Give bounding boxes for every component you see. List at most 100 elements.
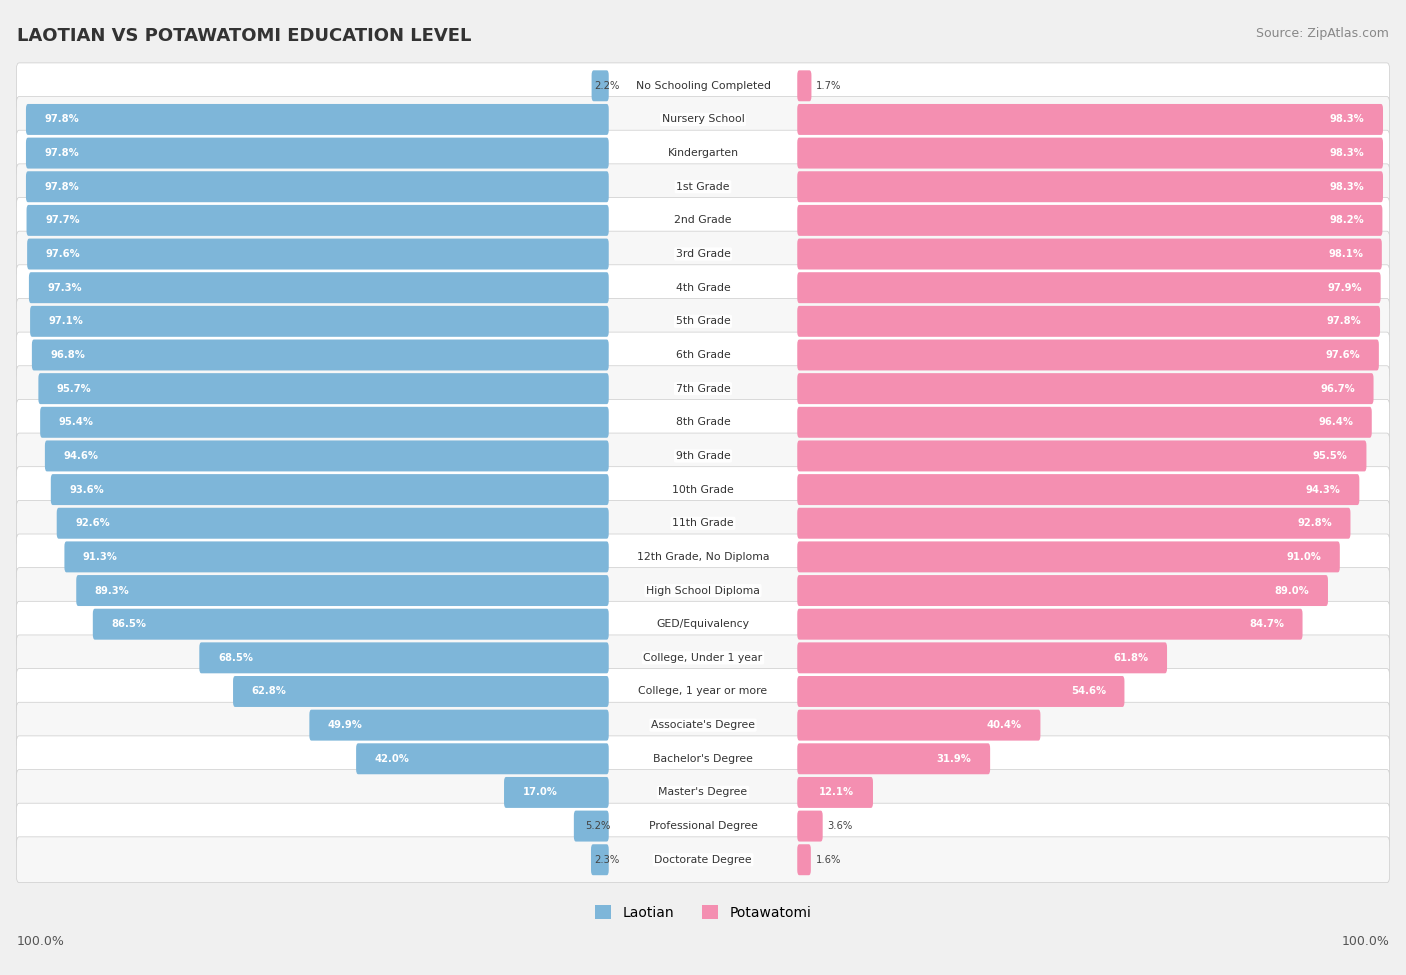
Text: Professional Degree: Professional Degree [648, 821, 758, 831]
FancyBboxPatch shape [797, 541, 1340, 572]
FancyBboxPatch shape [17, 534, 1389, 580]
FancyBboxPatch shape [32, 339, 609, 370]
FancyBboxPatch shape [797, 272, 1381, 303]
FancyBboxPatch shape [65, 541, 609, 572]
Text: 97.6%: 97.6% [1326, 350, 1360, 360]
FancyBboxPatch shape [797, 810, 823, 841]
FancyBboxPatch shape [93, 608, 609, 640]
FancyBboxPatch shape [797, 239, 1382, 269]
FancyBboxPatch shape [233, 676, 609, 707]
Text: 98.3%: 98.3% [1330, 181, 1364, 192]
FancyBboxPatch shape [592, 70, 609, 101]
FancyBboxPatch shape [17, 332, 1389, 378]
Text: Nursery School: Nursery School [662, 114, 744, 125]
FancyBboxPatch shape [25, 104, 609, 135]
Text: 84.7%: 84.7% [1249, 619, 1284, 629]
Text: 17.0%: 17.0% [523, 788, 558, 798]
FancyBboxPatch shape [17, 602, 1389, 647]
FancyBboxPatch shape [797, 643, 1167, 674]
Text: 3rd Grade: 3rd Grade [675, 249, 731, 259]
Text: 31.9%: 31.9% [936, 754, 972, 763]
Text: 2.2%: 2.2% [595, 81, 620, 91]
FancyBboxPatch shape [17, 231, 1389, 277]
FancyBboxPatch shape [17, 265, 1389, 311]
Text: 92.6%: 92.6% [76, 519, 110, 528]
FancyBboxPatch shape [17, 131, 1389, 176]
FancyBboxPatch shape [30, 272, 609, 303]
Text: 89.0%: 89.0% [1275, 586, 1309, 596]
Text: 1.6%: 1.6% [815, 855, 841, 865]
Text: 54.6%: 54.6% [1071, 686, 1107, 696]
Text: 89.3%: 89.3% [94, 586, 129, 596]
Text: High School Diploma: High School Diploma [647, 586, 759, 596]
Text: Associate's Degree: Associate's Degree [651, 721, 755, 730]
FancyBboxPatch shape [17, 400, 1389, 446]
Text: 5.2%: 5.2% [585, 821, 610, 831]
FancyBboxPatch shape [17, 702, 1389, 748]
Text: 4th Grade: 4th Grade [676, 283, 730, 292]
FancyBboxPatch shape [797, 104, 1384, 135]
FancyBboxPatch shape [17, 298, 1389, 344]
Text: 68.5%: 68.5% [218, 653, 253, 663]
Text: 6th Grade: 6th Grade [676, 350, 730, 360]
Text: LAOTIAN VS POTAWATOMI EDUCATION LEVEL: LAOTIAN VS POTAWATOMI EDUCATION LEVEL [17, 27, 471, 45]
Text: 92.8%: 92.8% [1298, 519, 1331, 528]
FancyBboxPatch shape [27, 239, 609, 269]
Text: Source: ZipAtlas.com: Source: ZipAtlas.com [1256, 27, 1389, 40]
Text: No Schooling Completed: No Schooling Completed [636, 81, 770, 91]
FancyBboxPatch shape [797, 70, 811, 101]
Text: 7th Grade: 7th Grade [676, 383, 730, 394]
Text: Bachelor's Degree: Bachelor's Degree [652, 754, 754, 763]
FancyBboxPatch shape [797, 441, 1367, 472]
Legend: Laotian, Potawatomi: Laotian, Potawatomi [589, 899, 817, 925]
FancyBboxPatch shape [17, 635, 1389, 681]
FancyBboxPatch shape [41, 407, 609, 438]
Text: Doctorate Degree: Doctorate Degree [654, 855, 752, 865]
FancyBboxPatch shape [17, 769, 1389, 815]
FancyBboxPatch shape [76, 575, 609, 606]
Text: 2.3%: 2.3% [595, 855, 620, 865]
Text: 97.1%: 97.1% [49, 316, 83, 327]
Text: 95.7%: 95.7% [58, 383, 91, 394]
FancyBboxPatch shape [356, 743, 609, 774]
Text: 12.1%: 12.1% [820, 788, 855, 798]
FancyBboxPatch shape [17, 433, 1389, 479]
FancyBboxPatch shape [797, 710, 1040, 741]
FancyBboxPatch shape [17, 837, 1389, 882]
Text: 93.6%: 93.6% [69, 485, 104, 494]
Text: College, 1 year or more: College, 1 year or more [638, 686, 768, 696]
Text: 2nd Grade: 2nd Grade [675, 215, 731, 225]
Text: College, Under 1 year: College, Under 1 year [644, 653, 762, 663]
FancyBboxPatch shape [797, 172, 1384, 202]
FancyBboxPatch shape [797, 205, 1382, 236]
FancyBboxPatch shape [797, 137, 1384, 169]
FancyBboxPatch shape [797, 844, 811, 876]
FancyBboxPatch shape [591, 844, 609, 876]
Text: Master's Degree: Master's Degree [658, 788, 748, 798]
FancyBboxPatch shape [17, 669, 1389, 715]
Text: 42.0%: 42.0% [374, 754, 409, 763]
FancyBboxPatch shape [17, 467, 1389, 513]
FancyBboxPatch shape [27, 205, 609, 236]
Text: 8th Grade: 8th Grade [676, 417, 730, 427]
Text: Kindergarten: Kindergarten [668, 148, 738, 158]
Text: 86.5%: 86.5% [111, 619, 146, 629]
Text: 95.4%: 95.4% [59, 417, 94, 427]
FancyBboxPatch shape [25, 172, 609, 202]
Text: 98.1%: 98.1% [1329, 249, 1364, 259]
Text: 91.0%: 91.0% [1286, 552, 1322, 562]
FancyBboxPatch shape [797, 306, 1381, 336]
Text: 94.6%: 94.6% [63, 451, 98, 461]
Text: 10th Grade: 10th Grade [672, 485, 734, 494]
Text: 62.8%: 62.8% [252, 686, 287, 696]
Text: 100.0%: 100.0% [17, 935, 65, 948]
Text: 1.7%: 1.7% [817, 81, 842, 91]
FancyBboxPatch shape [17, 803, 1389, 849]
Text: 100.0%: 100.0% [1341, 935, 1389, 948]
Text: 5th Grade: 5th Grade [676, 316, 730, 327]
FancyBboxPatch shape [38, 373, 609, 404]
Text: GED/Equivalency: GED/Equivalency [657, 619, 749, 629]
Text: 96.8%: 96.8% [51, 350, 86, 360]
FancyBboxPatch shape [17, 164, 1389, 210]
Text: 61.8%: 61.8% [1114, 653, 1149, 663]
